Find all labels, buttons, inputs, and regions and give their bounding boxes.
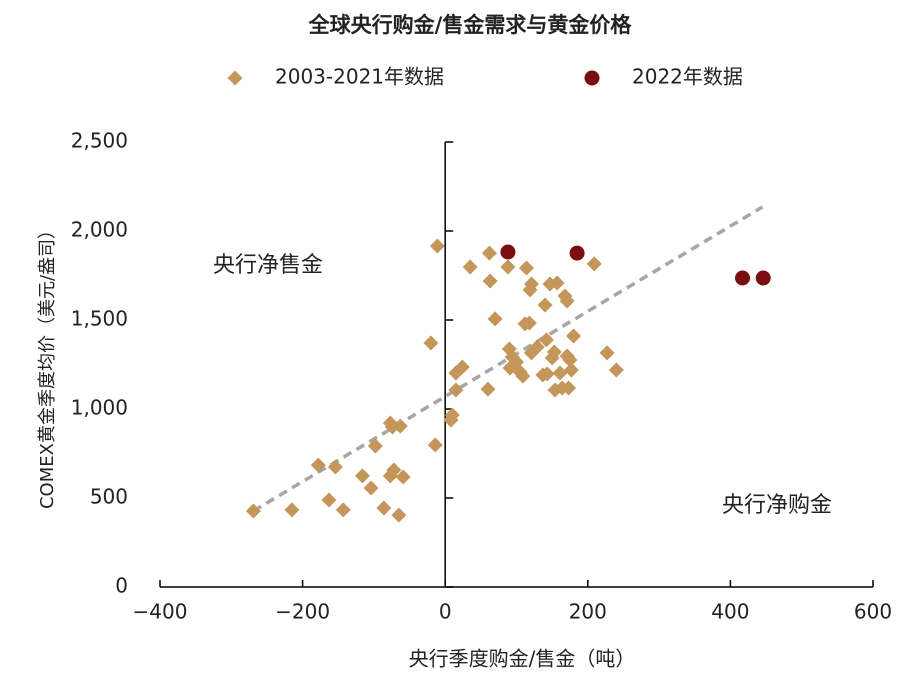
- data-point: [444, 407, 460, 423]
- annotation: 央行净售金: [213, 253, 323, 278]
- data-point: [529, 339, 545, 355]
- data-point: [454, 359, 470, 375]
- data-point: [559, 293, 575, 309]
- legend-label: 2003-2021年数据: [275, 65, 444, 89]
- y-tick-label: 2,500: [71, 129, 128, 153]
- trend-line: [252, 205, 764, 513]
- x-tick-label: 0: [439, 600, 452, 624]
- data-point: [566, 328, 582, 344]
- data-point: [608, 362, 624, 378]
- data-point: [386, 462, 402, 478]
- data-point: [392, 418, 408, 434]
- data-point: [487, 311, 503, 327]
- x-tick-label: 600: [854, 600, 892, 624]
- y-tick-label: 1,500: [71, 307, 128, 331]
- data-point: [500, 259, 516, 275]
- data-point: [391, 507, 407, 523]
- x-tick-label: 200: [569, 600, 607, 624]
- data-point: [367, 438, 383, 454]
- data-point: [521, 315, 537, 331]
- data-point: [354, 468, 370, 484]
- data-point: [549, 275, 565, 291]
- data-point: [569, 245, 585, 261]
- data-point: [448, 382, 464, 398]
- data-point: [518, 260, 534, 276]
- data-point: [480, 381, 496, 397]
- data-point: [395, 469, 411, 485]
- data-point: [427, 437, 443, 453]
- data-point: [310, 457, 326, 473]
- data-point: [335, 502, 351, 518]
- data-point: [563, 362, 579, 378]
- data-point: [500, 244, 516, 260]
- data-point: [481, 245, 497, 261]
- data-point: [376, 500, 392, 516]
- data-point: [735, 270, 751, 286]
- data-point: [561, 380, 577, 396]
- data-point: [755, 270, 771, 286]
- data-point: [515, 368, 531, 384]
- data-point: [363, 480, 379, 496]
- data-point: [245, 503, 261, 519]
- data-point: [429, 238, 445, 254]
- chart-title: 全球央行购金/售金需求与黄金价格: [308, 13, 633, 37]
- x-tick-label: −200: [275, 600, 330, 624]
- legend-marker: [227, 70, 243, 86]
- data-point: [552, 365, 568, 381]
- legend-marker: [584, 70, 600, 86]
- y-tick-label: 500: [90, 485, 128, 509]
- data-point: [423, 335, 439, 351]
- x-tick-label: −400: [133, 600, 188, 624]
- data-point: [538, 332, 554, 348]
- annotation: 央行净购金: [722, 493, 832, 518]
- data-point: [539, 366, 555, 382]
- data-point: [537, 297, 553, 313]
- x-axis-label: 央行季度购金/售金（吨）: [409, 647, 636, 671]
- data-point: [562, 352, 578, 368]
- data-point: [523, 276, 539, 292]
- y-tick-label: 1,000: [71, 396, 128, 420]
- data-point: [462, 259, 478, 275]
- data-point: [327, 459, 343, 475]
- x-tick-label: 400: [711, 600, 749, 624]
- y-tick-label: 2,000: [71, 218, 128, 242]
- data-point: [482, 273, 498, 289]
- y-axis-label: COMEX黄金季度均价（美元/盎司）: [37, 221, 58, 509]
- data-point: [586, 256, 602, 272]
- legend-label: 2022年数据: [632, 65, 743, 89]
- data-point: [284, 502, 300, 518]
- data-point: [599, 345, 615, 361]
- y-tick-label: 0: [115, 574, 128, 598]
- data-point: [321, 492, 337, 508]
- data-point: [546, 344, 562, 360]
